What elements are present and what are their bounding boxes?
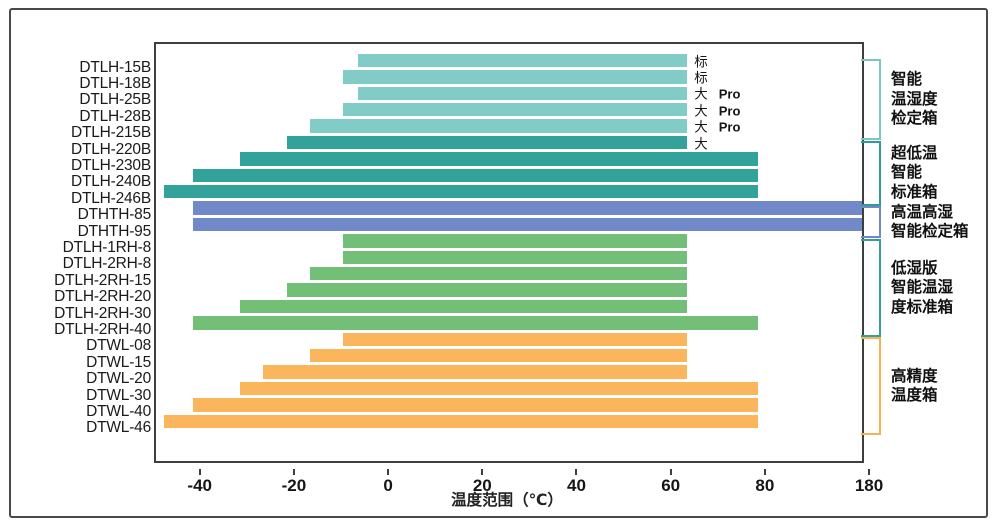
x-tick-mark <box>763 469 766 475</box>
group-bracket <box>861 140 881 206</box>
y-axis-label: DTLH-220B <box>70 140 151 158</box>
group-label-line: 度标准箱 <box>891 298 954 316</box>
group-label-line: 智能温湿 <box>891 279 954 297</box>
group-bracket <box>861 206 881 239</box>
bar-DTWL-30 <box>239 381 758 396</box>
group-bracket <box>861 238 881 337</box>
x-tick-mark <box>575 469 578 475</box>
bar-DTLH-25B <box>357 86 688 101</box>
y-axis-label: DTLH-18B <box>79 74 151 92</box>
y-axis-label: DTWL-08 <box>86 337 151 355</box>
bar-DTWL-15 <box>310 348 688 363</box>
y-axis-label: DTHTH-95 <box>77 222 152 240</box>
bar-DTLH-2RH-30 <box>239 299 688 314</box>
bar-annotation: 标 <box>694 54 708 70</box>
y-axis-label: DTHTH-85 <box>77 206 152 224</box>
y-axis-label: DTLH-246B <box>70 189 151 207</box>
bar-DTLH-2RH-15 <box>310 266 688 281</box>
group-label-line: 标准箱 <box>891 183 938 201</box>
bar-annotation: 大 <box>694 136 708 152</box>
y-axis-label: DTWL-30 <box>86 386 151 404</box>
group-label-line: 智能 <box>891 71 923 89</box>
group-label: 高温高湿 智能检定箱 <box>891 203 991 241</box>
bar-DTLH-220B <box>286 135 688 150</box>
group-bracket <box>861 58 881 141</box>
group-label-line: 智能 <box>891 164 923 182</box>
y-axis-label: DTWL-46 <box>86 419 151 437</box>
bar-DTLH-215B <box>310 119 688 133</box>
group-label-line: 温湿度 <box>891 90 938 108</box>
x-tick-mark <box>669 469 672 475</box>
figure-frame: 标标大 Pro 大 Pro 大 Pro 大 DTLH-15B DTLH-18B DTLH-25B… <box>9 8 988 518</box>
group-label-line: 超低温 <box>891 144 938 162</box>
group-label: 高精度 温度箱 <box>891 337 991 435</box>
bar-DTLH-2RH-8 <box>343 250 688 265</box>
y-axis-label: DTLH-2RH-40 <box>54 320 151 338</box>
x-tick-mark <box>292 469 295 475</box>
y-axis-label: DTLH-230B <box>70 156 151 174</box>
y-axis-label: DTLH-215B <box>70 124 151 142</box>
group-label-line: 检定箱 <box>891 110 938 128</box>
group-label-line: 低湿版 <box>891 259 938 277</box>
bar-DTWL-46 <box>164 414 758 429</box>
group-label-line: 温度箱 <box>891 387 938 405</box>
group-bracket <box>861 337 881 436</box>
y-axis-label: DTWL-20 <box>86 370 151 388</box>
group-label-line: 高精度 <box>891 367 938 385</box>
y-axis-label: DTLH-240B <box>70 173 151 191</box>
bar-DTHTH-95 <box>192 217 862 232</box>
group-label-line: 智能检定箱 <box>891 223 969 241</box>
plot-area: 标标大 Pro 大 Pro 大 Pro 大 <box>154 42 864 463</box>
bar-DTHTH-85 <box>192 201 862 215</box>
bar-annotation: 大 Pro <box>694 86 741 102</box>
x-tick-label: 40 <box>567 476 586 495</box>
bar-DTLH-230B <box>239 152 758 166</box>
y-axis-label: DTLH-28B <box>79 107 151 125</box>
bar-DTLH-240B <box>192 168 758 183</box>
x-tick-label: 0 <box>383 476 393 495</box>
bar-DTLH-1RH-8 <box>343 234 688 248</box>
x-tick-label: -20 <box>281 476 307 495</box>
x-tick-label: 60 <box>661 476 681 495</box>
group-label: 超低温 智能 标准箱 <box>891 141 991 206</box>
bar-DTLH-2RH-20 <box>286 283 688 297</box>
x-tick-mark <box>387 469 390 475</box>
x-tick-mark <box>868 469 870 475</box>
bar-DTLH-15B <box>357 53 688 68</box>
y-axis-label: DTLH-2RH-30 <box>54 304 151 322</box>
x-tick-label: 20 <box>472 476 492 495</box>
y-axis-label: DTWL-15 <box>86 353 151 371</box>
bar-DTLH-18B <box>343 70 688 84</box>
y-axis-label: DTLH-1RH-8 <box>62 238 152 256</box>
group-label-line: 高温高湿 <box>891 203 954 221</box>
x-tick-label: 80 <box>755 476 775 495</box>
x-axis-title: 温度范围（℃） <box>451 492 563 509</box>
bar-DTLH-28B <box>343 102 688 117</box>
bar-annotation: 标 <box>694 70 708 86</box>
bar-annotation: 大 Pro <box>694 119 741 135</box>
y-axis-label: DTLH-2RH-8 <box>62 255 152 273</box>
y-axis-label: DTLH-2RH-20 <box>54 288 151 306</box>
bar-annotation: 大 Pro <box>694 103 741 119</box>
x-tick-label: 180 <box>854 476 884 495</box>
bar-DTWL-20 <box>263 365 688 379</box>
group-label: 智能 温湿度 检定箱 <box>891 59 991 141</box>
y-axis-label: DTLH-25B <box>79 91 151 109</box>
y-axis-label: DTLH-15B <box>79 58 151 76</box>
y-axis-label: DTLH-2RH-15 <box>54 271 151 289</box>
x-tick-label: -40 <box>187 476 213 495</box>
x-tick-mark <box>198 469 201 475</box>
bar-DTWL-08 <box>343 332 688 347</box>
y-axis-label: DTWL-40 <box>86 402 151 420</box>
bar-DTWL-40 <box>192 398 758 412</box>
x-tick-mark <box>481 469 484 475</box>
bar-DTLH-246B <box>164 184 758 199</box>
group-label: 低湿版智能温湿 度标准箱 <box>891 239 991 337</box>
bar-DTLH-2RH-40 <box>192 316 758 330</box>
